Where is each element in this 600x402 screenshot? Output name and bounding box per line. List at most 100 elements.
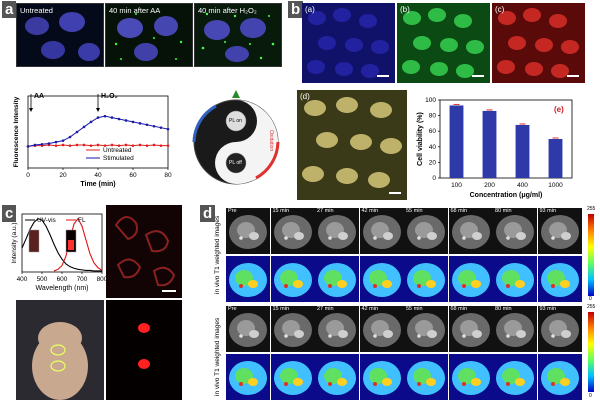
bar-200 [482,110,497,178]
annotation-label: H₂O₂ [101,93,118,100]
cell-viability-bar-chart: 0 20 40 60 80 100 100 200 400 1000 Concentration (… [417,97,573,199]
row-label-bottom: in vivo T1 weighted images [214,317,221,396]
data-point [110,143,114,147]
data-point [54,140,58,144]
mri-colormap-image [226,256,270,302]
mri-time-label: 15 min [272,208,290,214]
bar-1000 [548,139,563,178]
x-tick-label: 20 [59,172,67,179]
micro-label-h2o2: 40 min after H₂O₂ [198,6,257,15]
data-point [117,117,121,121]
colorbar-top-min: 0 [589,296,592,302]
mri-hotspot [417,236,421,240]
mri-colormap-image [493,354,537,400]
panel-b-letter: b [288,1,304,18]
data-point [33,143,37,147]
mri-region [502,368,520,384]
data-point [166,127,170,131]
mri-region [559,280,570,288]
mri-region [427,330,437,338]
data-point [68,144,72,147]
data-point [40,142,44,146]
mri-hotspot [506,284,510,288]
mri-grayscale-image: 27 min [315,208,359,254]
panel-c-letter: c [2,205,17,222]
row-label-top: in vivo T1 weighted images [214,215,221,294]
x-tick-label: 100 [451,182,462,189]
mri-region [560,232,571,240]
fluor-image-blue: (a) [302,3,395,83]
mri-hotspot [328,236,332,240]
mri-region [382,232,393,240]
mri-region [235,368,253,384]
y-axis-label: Fluorescence Intensity [13,96,20,167]
fluor-mouse-image [106,300,182,400]
mri-region [324,368,342,384]
data-point [75,143,79,147]
series-line-fl [53,217,103,272]
y-tick-label: 80 [429,113,437,120]
cell-image-red [106,205,182,298]
pl-off-label: PL off [229,160,242,166]
mri-colormap-image [359,256,404,302]
micro-image-aa: 40 min after AA [105,3,193,67]
mri-hotspot [328,382,332,386]
mri-region [337,378,347,386]
data-point [124,119,128,122]
mri-time-label: 55 min [406,306,423,312]
mri-region [470,280,481,288]
mri-colormap-image [493,256,537,302]
mri-colormap-image [404,256,448,302]
scale-bar [389,192,401,194]
mri-grayscale-image: 80 min [493,306,537,352]
mri-hotspot [283,334,288,338]
mri-region [382,330,393,338]
x-tick-label: 400 [517,182,528,189]
mri-time-label: 93 min [539,208,557,214]
x-axis-label: Wavelength (nm) [35,285,88,292]
colorbar-bottom-min: 0 [589,393,592,399]
subpanel-label-d: (d) [300,92,310,101]
mri-grayscale-image: 93 min [537,306,582,352]
mri-region [413,270,431,286]
mri-hotspot [506,334,510,338]
mri-region [427,232,437,240]
x-tick-label: 40 [94,172,102,179]
mri-region [338,330,348,338]
data-point [96,143,100,147]
fluor-image-merged: (d) [297,90,407,200]
y-tick-label: 20 [429,159,437,166]
mri-hotspot [328,284,332,288]
mri-region [279,270,298,286]
mri-grayscale-image: 27 min [315,306,359,352]
mri-hotspot [506,236,510,240]
mri-grayscale-image: 42 min [359,306,404,352]
mri-hotspot [461,284,466,288]
data-point [61,143,65,147]
mri-region [457,270,476,286]
scale-bar [567,75,579,77]
micro-image-untreated: Untreated [16,3,104,67]
mri-hotspot [506,382,510,386]
mri-grayscale-image: Pre [226,306,270,352]
cell-nuclei-graphic [114,13,183,61]
spectra-line-chart: 400 500 600 700 800 Wavelength (nm) Intensity … [11,213,108,292]
mri-region [338,232,348,240]
x-axis-label: Concentration (μg/ml) [470,192,543,199]
mri-hotspot [372,236,377,240]
mri-colormap-image [448,354,493,400]
mri-region [515,280,525,288]
annotation-label: AA [34,93,44,100]
data-point [61,139,65,142]
mri-grayscale-image: 68 min [448,208,493,254]
mri-hotspot [550,284,555,288]
legend-label: FL [78,217,86,224]
subpanel-label-e: (e) [554,105,564,114]
fluorescence-line-chart: 0 20 40 60 80 Time (min) Fluorescence Intensit… [13,93,172,188]
x-tick-label: 60 [129,172,137,179]
data-point [82,143,86,147]
x-tick-label: 1000 [548,182,563,189]
x-tick-label: 500 [37,276,48,283]
pl-on-label: PL on [229,118,242,124]
data-point [131,144,135,147]
